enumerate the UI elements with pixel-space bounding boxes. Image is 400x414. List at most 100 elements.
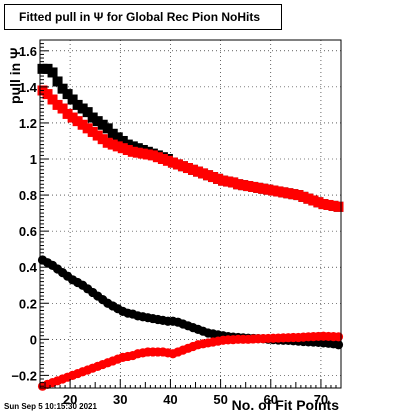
series-1-point-42 [248,181,259,192]
series-1-point-47 [273,186,284,197]
series-1-point-44 [258,183,269,194]
series-1-point-20 [137,148,148,159]
series-1-point-4 [57,103,68,114]
y-tick-label-7: 1.2 [19,116,37,131]
series-2-point-59 [333,340,344,350]
series-0-point-17 [122,139,133,150]
series-0-point-10 [87,112,98,123]
series-1-point-51 [293,190,304,201]
series-1-point-14 [107,139,118,150]
series-1-point-22 [147,150,158,161]
series-1-point-48 [278,187,289,198]
series-1-point-59 [333,201,344,212]
y-tick-label-1: 0 [30,332,37,347]
x-tick-label-4: 60 [264,392,278,407]
series-1-point-43 [253,182,264,193]
x-tick-label-3: 50 [213,392,227,407]
series-1-point-52 [298,191,309,202]
series-1-point-45 [263,184,274,195]
series-1-point-57 [323,199,334,210]
series-0-point-8 [77,103,88,114]
series-0-point-11 [92,116,103,127]
series-0-point-2 [47,67,58,78]
timestamp: Sun Sep 5 10:15:30 2021 [4,402,97,411]
series-1-point-50 [288,189,299,200]
series-0-point-16 [117,135,128,146]
y-tick-label-4: 0.6 [19,224,37,239]
series-1-point-55 [313,197,324,208]
series-1-point-24 [157,154,168,165]
y-tick-label-6: 1 [30,152,37,167]
data-points [37,63,344,391]
y-tick-label-3: 0.4 [19,260,38,275]
series-1-point-12 [97,134,108,145]
series-1-point-23 [152,152,163,163]
series-1-point-29 [182,163,193,174]
series-1-point-56 [318,199,329,210]
series-0-point-18 [127,141,138,152]
series-1-point-37 [223,176,234,187]
series-1-point-25 [162,155,173,166]
series-1-point-6 [67,112,78,123]
series-0-point-15 [112,132,123,143]
chart-title: Fitted pull in Ψ for Global Rec Pion NoH… [4,4,282,30]
x-tick-label-0: 20 [63,392,77,407]
y-tick-label-5: 0.8 [19,188,37,203]
series-1-point-21 [142,149,153,160]
series-1-point-8 [77,119,88,130]
series-1-point-54 [308,195,319,206]
series-1-point-2 [47,94,58,105]
axis-ticks: 20 30 40 50 60 70 −0.2 0 0.2 0.4 0.6 0.8 1 1.2 1.4 1.6 [11,39,337,407]
series-1-point-31 [193,166,204,177]
series-1-point-28 [177,161,188,172]
series-1-point-3 [52,99,63,110]
series-1-point-1 [42,89,53,100]
series-0-point-14 [107,128,118,139]
series-0-point-3 [52,76,63,87]
series-1-point-18 [127,146,138,157]
series-1-point-30 [188,164,199,175]
series-1-point-39 [233,179,244,190]
series-1-point-33 [203,170,214,181]
y-tick-label-2: 0.2 [19,296,37,311]
series-1-point-58 [328,200,339,211]
series-1-point-13 [102,137,113,148]
series-0-point-1 [42,63,53,74]
y-tick-label-8: 1.4 [19,80,38,95]
series-0-point-9 [82,107,93,118]
x-tick-label-5: 70 [314,392,328,407]
y-tick-label-9: 1.6 [19,44,37,59]
series-0-point-7 [72,99,83,110]
series-1-point-38 [228,177,239,188]
series-1-point-19 [132,147,143,158]
series-0-point-4 [57,83,68,94]
series-1-point-10 [87,126,98,137]
series-0-point-5 [62,89,73,100]
series-1-point-15 [112,141,123,152]
series-1-point-46 [268,185,279,196]
x-axis-label: No. of Fit Points [231,397,339,413]
series-0-point-12 [97,119,108,130]
series-1-point-17 [122,144,133,155]
series-1-point-11 [92,130,103,141]
series-1-point-49 [283,188,294,199]
series-3-point-59 [333,332,344,342]
x-tick-label-1: 30 [113,392,127,407]
series-1-point-34 [208,172,219,183]
series-1-point-26 [167,157,178,168]
x-tick-label-2: 40 [163,392,177,407]
series-1-point-5 [62,108,73,119]
series-1-point-53 [303,193,314,204]
y-tick-label-0: −0.2 [11,368,37,383]
series-1-point-36 [218,175,229,186]
series-1-point-41 [243,181,254,192]
series-0-point-13 [102,123,113,134]
series-1-point-16 [117,143,128,154]
series-1-point-7 [72,116,83,127]
series-1-point-40 [238,180,249,191]
series-1-point-32 [198,168,209,179]
series-0-point-6 [67,94,78,105]
series-1-point-27 [172,159,183,170]
y-axis-label: pull in Ψ [7,48,23,104]
